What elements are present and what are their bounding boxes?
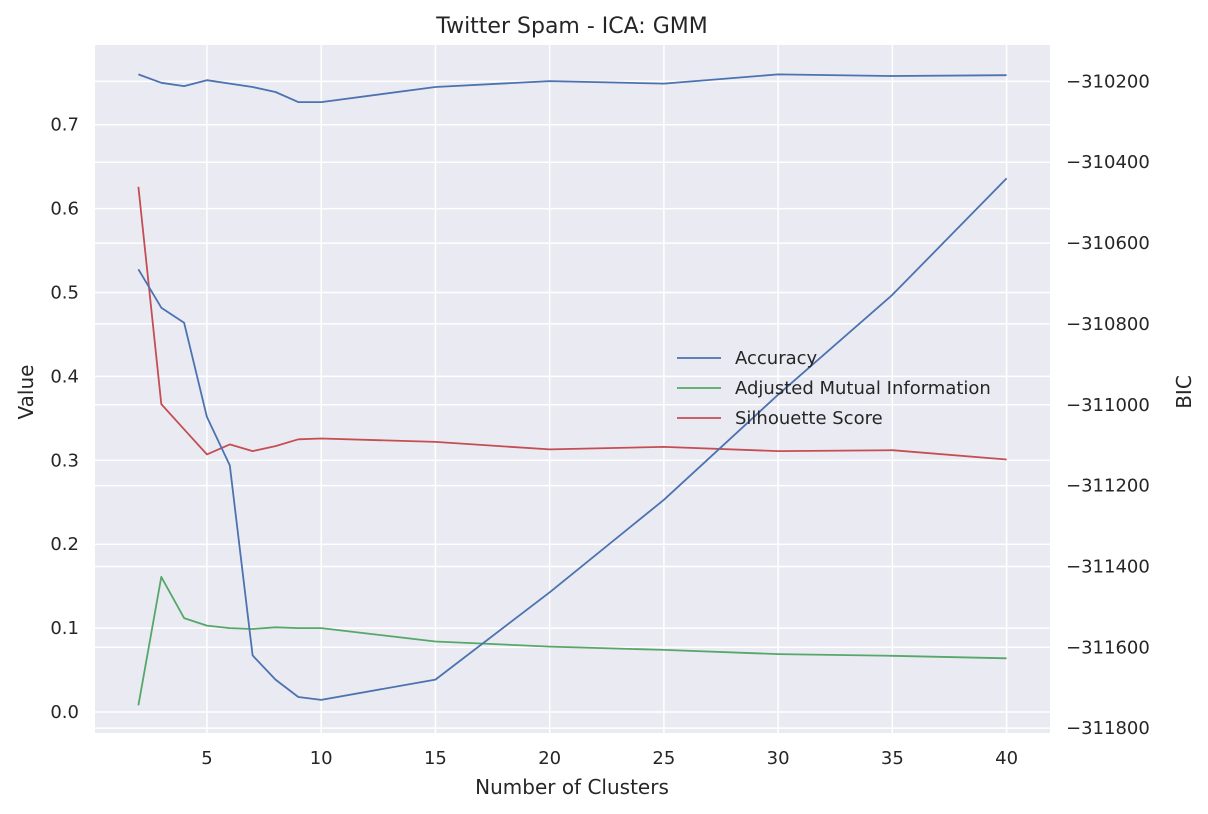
- chart-title: Twitter Spam - ICA: GMM: [435, 14, 707, 39]
- x-axis-label: Number of Clusters: [475, 775, 669, 799]
- y-tick-labels: 0.0 0.1 0.2 0.3 0.4 0.5 0.6 0.7: [50, 115, 79, 723]
- x-tick-label: 20: [538, 748, 561, 769]
- y-axis-label: Value: [14, 365, 38, 420]
- series-line-bic: [137, 177, 1008, 701]
- y-tick-label: 0.6: [50, 199, 79, 220]
- series-line-accuracy: [138, 73, 1007, 103]
- series-line-silhouette-score: [137, 186, 1007, 461]
- y-tick-label: 0.4: [50, 366, 79, 387]
- x-tick-labels: 5 10 15 20 25 30 35 40: [201, 748, 1018, 769]
- x-tick-label: 5: [201, 748, 212, 769]
- x-tick-label: 15: [424, 748, 447, 769]
- y-tick-label: 0.1: [50, 618, 79, 639]
- x-tick-label: 35: [881, 748, 904, 769]
- y2-tick-label: −311800: [1066, 718, 1150, 739]
- legend: Accuracy Adjusted Mutual Information Sil…: [677, 348, 991, 429]
- y2-tick-label: −310200: [1066, 71, 1150, 92]
- series-lines: [137, 73, 1008, 706]
- legend-label-silhouette: Silhouette Score: [735, 408, 883, 429]
- y2-tick-label: −311000: [1066, 395, 1150, 416]
- y2-tick-label: −310400: [1066, 152, 1150, 173]
- y2-axis-label: BIC: [1172, 375, 1196, 409]
- y-tick-label: 0.2: [50, 534, 79, 555]
- y2-tick-label: −311400: [1066, 556, 1150, 577]
- series-line-adjusted-mutual-information: [137, 576, 1007, 706]
- legend-label-ami: Adjusted Mutual Information: [735, 378, 991, 399]
- y2-tick-label: −310800: [1066, 314, 1150, 335]
- y-tick-label: 0.3: [50, 450, 79, 471]
- x-tick-label: 40: [995, 748, 1018, 769]
- y2-tick-label: −310600: [1066, 233, 1150, 254]
- x-tick-label: 25: [652, 748, 675, 769]
- y2-tick-label: −311200: [1066, 476, 1150, 497]
- x-tick-label: 30: [767, 748, 790, 769]
- legend-label-accuracy: Accuracy: [735, 348, 818, 369]
- y-tick-label: 0.5: [50, 283, 79, 304]
- y2-tick-label: −311600: [1066, 637, 1150, 658]
- plot-background: [95, 45, 1050, 733]
- x-tick-label: 10: [310, 748, 333, 769]
- grid-lines: [95, 45, 1050, 733]
- y-tick-label: 0.0: [50, 702, 79, 723]
- y2-tick-labels: −311800 −311600 −311400 −311200 −311000 −3108…: [1066, 71, 1150, 739]
- y-tick-label: 0.7: [50, 115, 79, 136]
